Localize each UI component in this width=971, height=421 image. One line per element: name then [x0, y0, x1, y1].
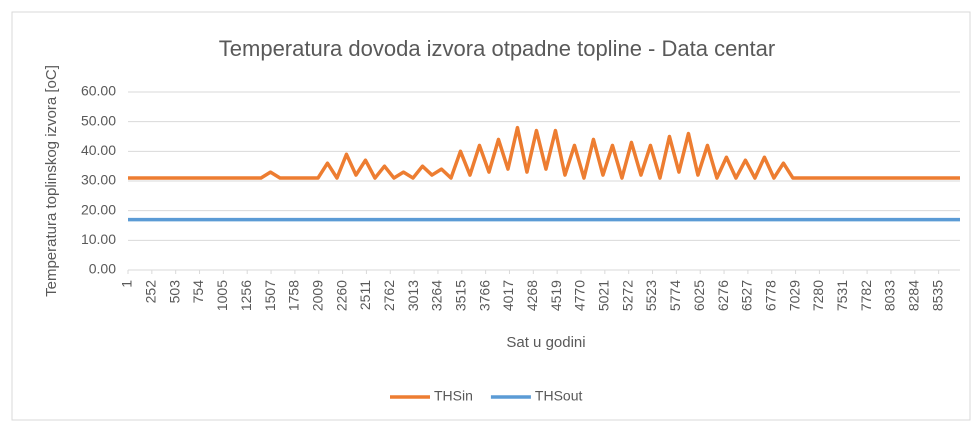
y-axis-label: Temperatura toplinskog izvora [oC]: [43, 65, 60, 297]
y-tick-label: 20.00: [81, 201, 116, 217]
x-tick-label: 8535: [929, 280, 945, 311]
chart-title: Temperatura dovoda izvora otpadne toplin…: [219, 36, 775, 61]
y-tick-label: 30.00: [81, 172, 116, 188]
x-tick-label: 3766: [476, 280, 492, 311]
x-tick-label: 1256: [238, 280, 254, 311]
x-tick-label: 754: [190, 280, 206, 304]
x-tick-label: 252: [143, 280, 159, 304]
legend-label: THSin: [434, 388, 473, 404]
y-tick-label: 10.00: [81, 231, 116, 247]
x-tick-label: 3264: [429, 280, 445, 311]
x-tick-label: 5523: [643, 280, 659, 311]
x-tick-label: 7280: [810, 280, 826, 311]
x-tick-label: 8033: [882, 280, 898, 311]
x-tick-label: 503: [166, 280, 182, 304]
y-tick-label: 0.00: [89, 261, 116, 277]
x-tick-label: 2762: [381, 280, 397, 311]
x-tick-label: 7531: [834, 280, 850, 311]
x-tick-label: 8284: [905, 280, 921, 311]
legend-label: THSout: [535, 388, 583, 404]
x-tick-label: 1758: [286, 280, 302, 311]
x-axis-label: Sat u godini: [506, 334, 585, 351]
series-line: [128, 125, 960, 180]
x-tick-label: 5272: [619, 280, 635, 311]
x-tick-label: 1: [119, 280, 135, 288]
y-tick-label: 40.00: [81, 142, 116, 158]
x-tick-label: 2009: [309, 280, 325, 311]
y-tick-label: 50.00: [81, 112, 116, 128]
x-tick-label: 7782: [858, 280, 874, 311]
x-tick-label: 2260: [333, 280, 349, 311]
x-tick-label: 1507: [262, 280, 278, 311]
x-tick-label: 5774: [667, 280, 683, 311]
x-tick-label: 7029: [786, 280, 802, 311]
x-tick-label: 5021: [596, 280, 612, 311]
x-tick-label: 3515: [452, 280, 468, 311]
x-tick-label: 6527: [739, 280, 755, 311]
x-tick-label: 1005: [214, 280, 230, 311]
x-tick-label: 6276: [715, 280, 731, 311]
x-tick-label: 4770: [572, 280, 588, 311]
chart-border: [11, 11, 971, 421]
x-tick-label: 6025: [691, 280, 707, 311]
x-tick-label: 4017: [500, 280, 516, 311]
x-tick-label: 2511: [357, 280, 373, 310]
y-tick-label: 60.00: [81, 83, 116, 99]
x-tick-label: 4268: [524, 280, 540, 311]
x-tick-label: 3013: [405, 280, 421, 311]
x-tick-label: 4519: [548, 280, 564, 311]
x-tick-label: 6778: [762, 280, 778, 311]
